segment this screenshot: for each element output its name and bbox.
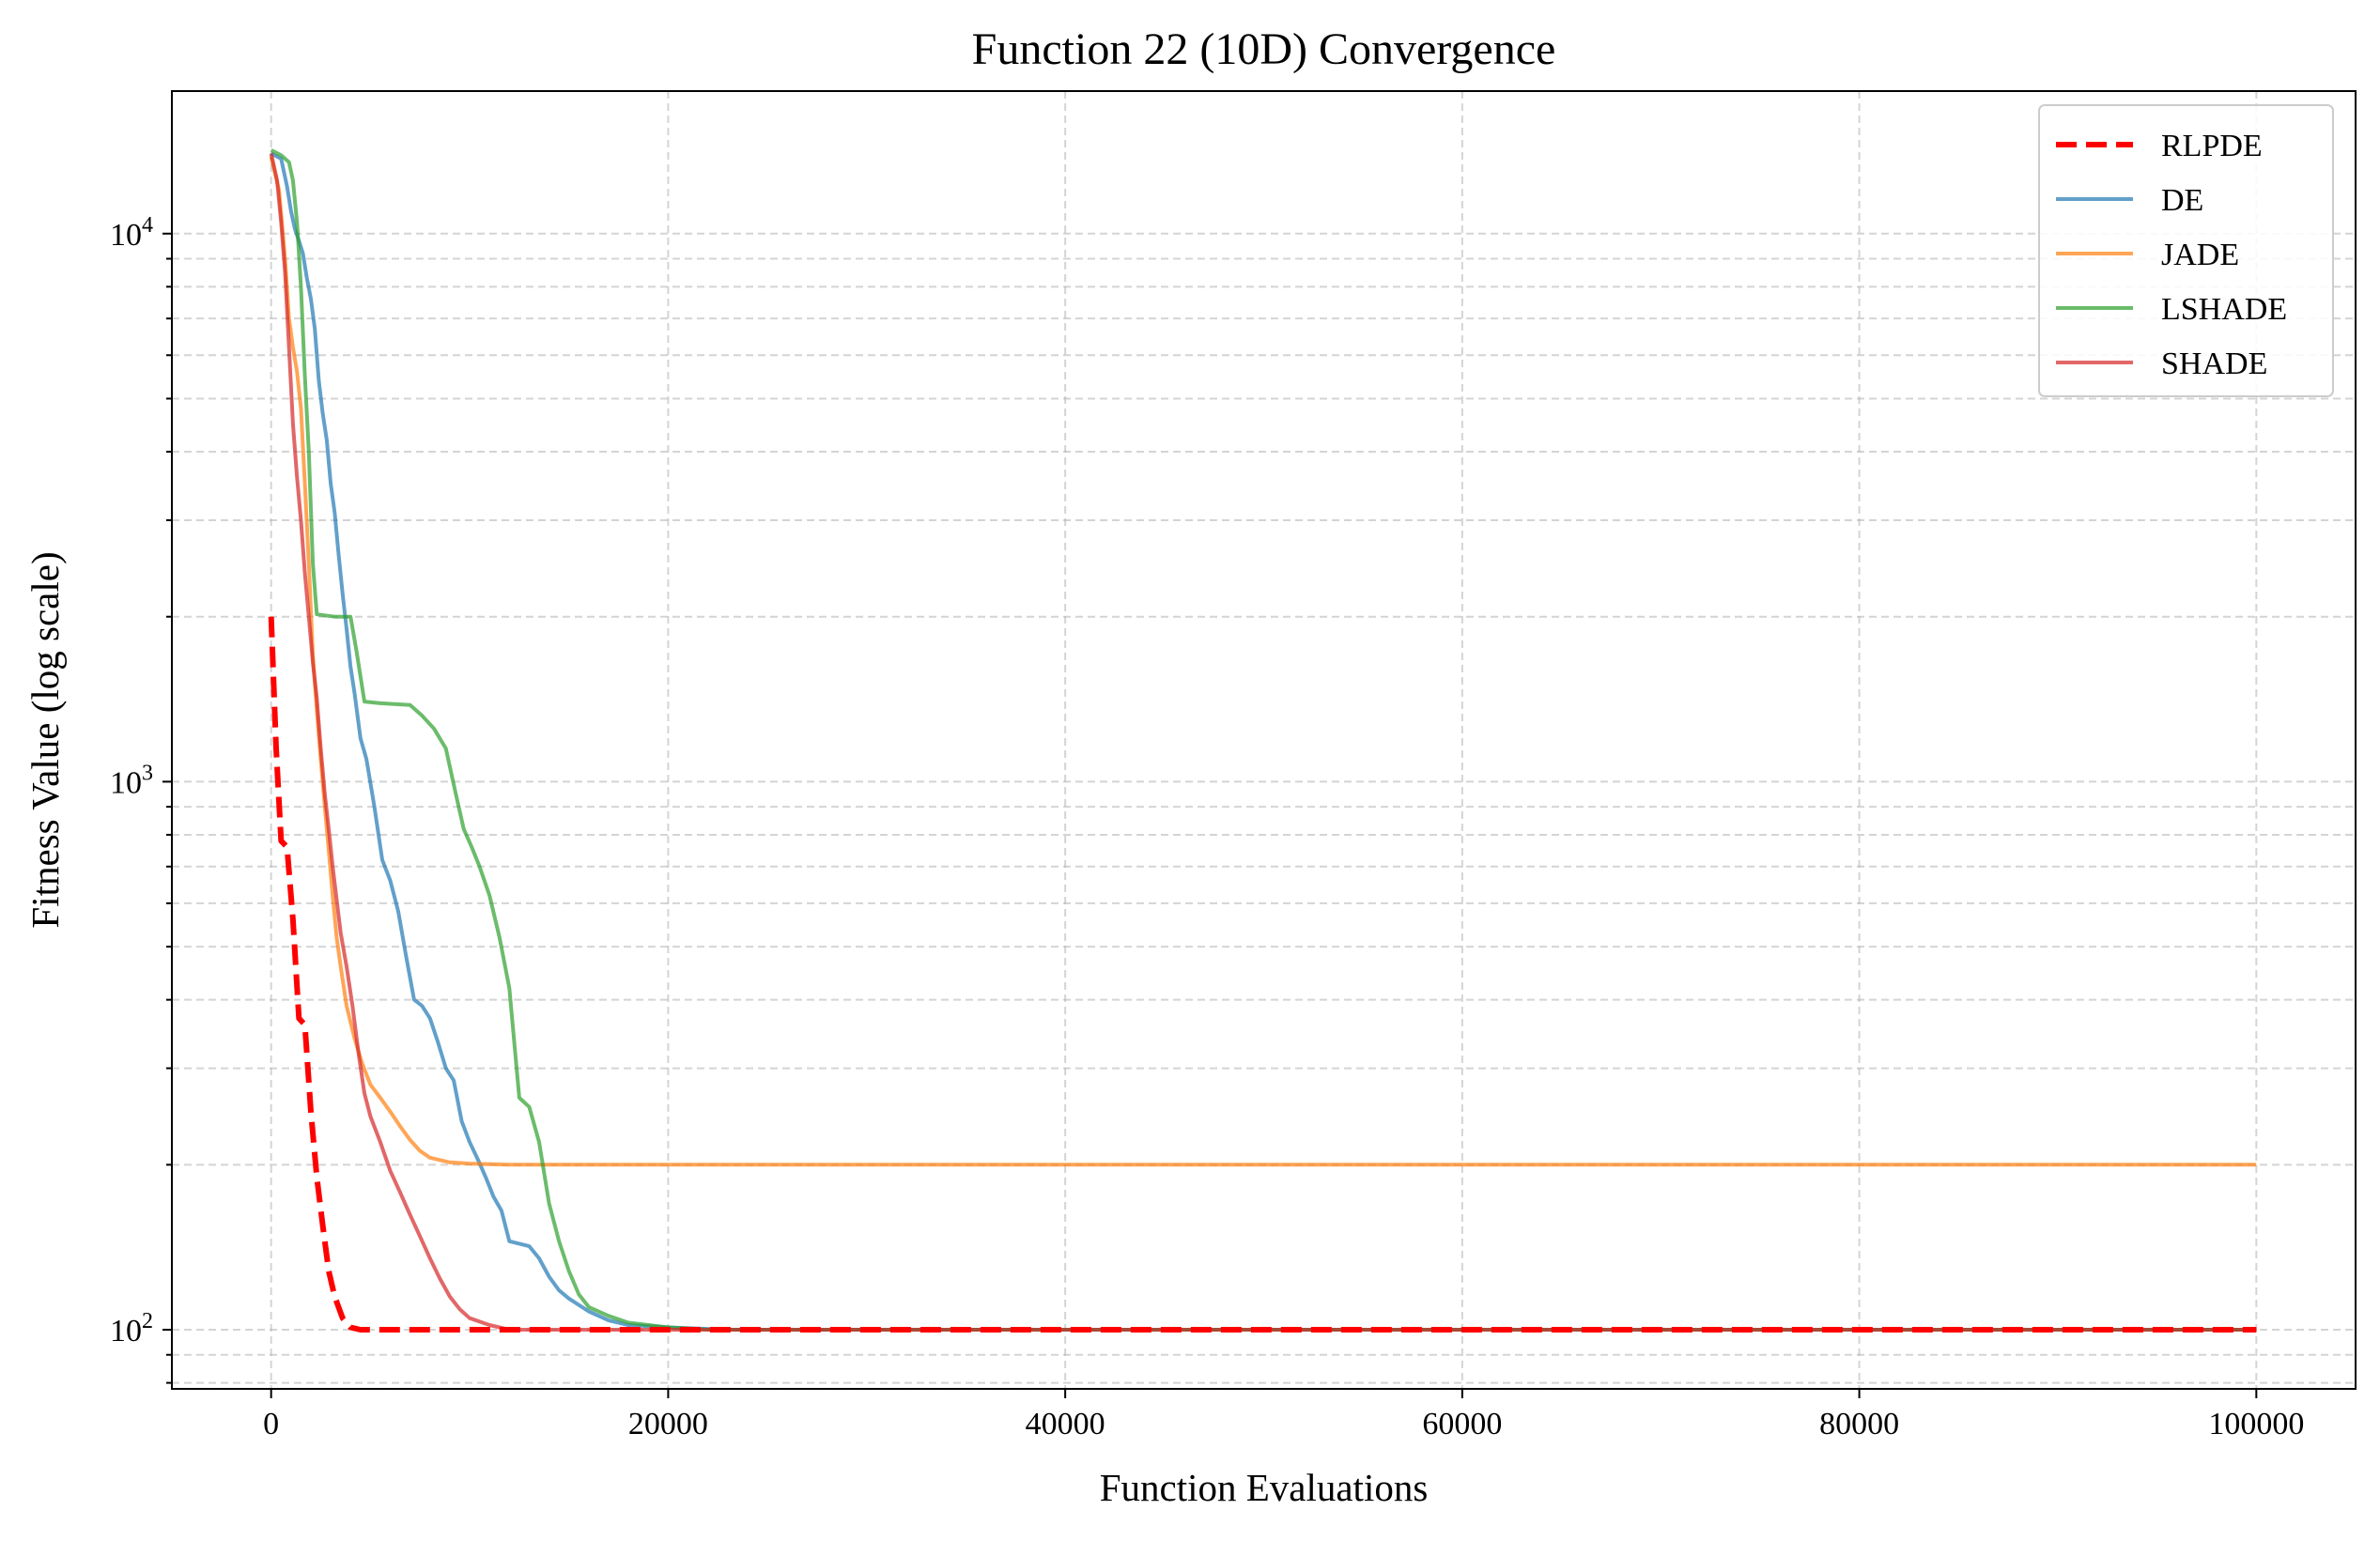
legend-label-lshade: LSHADE — [2161, 292, 2287, 327]
legend-box — [2038, 104, 2334, 397]
series-line-lshade — [270, 148, 2257, 1332]
series-line-jade — [269, 156, 2257, 1167]
x-tick-label: 60000 — [1422, 1407, 1502, 1441]
chart-title: Function 22 (10D) Convergence — [972, 24, 1556, 74]
legend-label-de: DE — [2161, 183, 2203, 218]
series-line-de — [270, 151, 2257, 1332]
y-tick-label: 102 — [110, 1309, 153, 1348]
axis-ticks: 0 20000 40000 60000 80000 100000 102 103 104 — [110, 213, 2304, 1441]
legend: RLPDE DE JADE LSHADE SHADE — [2038, 104, 2334, 397]
x-tick-label: 100000 — [2208, 1407, 2304, 1441]
x-axis-label: Function Evaluations — [1100, 1466, 1429, 1509]
x-tick-label: 80000 — [1819, 1407, 1899, 1441]
series-line-rlpde — [268, 616, 2257, 1333]
series-line-shade — [269, 153, 2257, 1332]
legend-label-shade: SHADE — [2161, 347, 2267, 381]
x-tick-label: 20000 — [628, 1407, 708, 1441]
legend-label-jade: JADE — [2161, 238, 2239, 272]
y-tick-label: 104 — [110, 213, 153, 253]
legend-label-rlpde: RLPDE — [2161, 129, 2263, 163]
grid — [172, 91, 2356, 1389]
x-tick-label: 40000 — [1026, 1407, 1105, 1441]
axes-frame — [171, 90, 2357, 1390]
plot-series — [268, 148, 2257, 1333]
y-tick-label: 103 — [110, 761, 153, 800]
x-tick-label: 0 — [263, 1407, 279, 1441]
y-axis-label: Fitness Value (log scale) — [23, 551, 67, 928]
